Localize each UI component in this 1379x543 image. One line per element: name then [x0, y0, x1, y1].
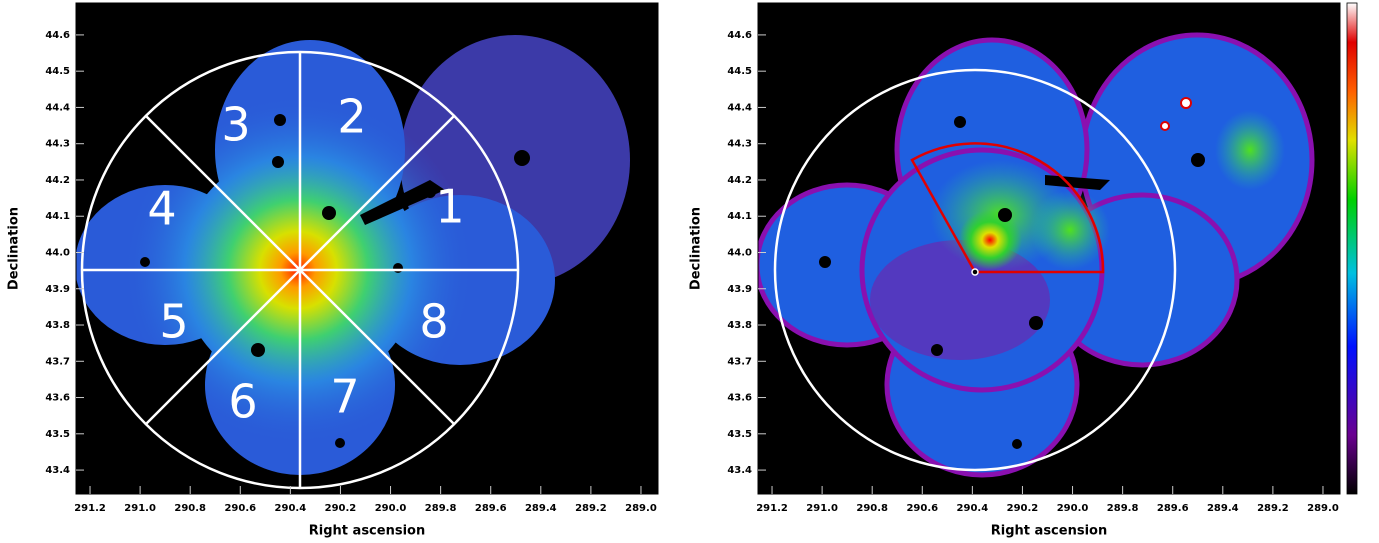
y-tick-label: 43.4	[45, 465, 70, 476]
significance-map	[758, 32, 1315, 478]
y-tick-label: 44.5	[727, 66, 752, 77]
y-tick-label: 44.6	[727, 30, 752, 41]
sector-label: 1	[435, 180, 464, 234]
center	[971, 268, 979, 276]
x-tick-label: 291.2	[756, 503, 788, 514]
y-tick-label: 43.4	[727, 465, 752, 476]
y-tick-label: 44.6	[45, 30, 70, 41]
y-tick-label: 43.9	[727, 284, 752, 295]
plot-frame	[75, 2, 659, 495]
x-tick-label: 290.2	[1007, 503, 1039, 514]
region	[870, 240, 1050, 360]
x-tick-label: 290.2	[325, 503, 357, 514]
y-tick-label: 43.6	[45, 393, 70, 404]
y-tick-label: 43.5	[727, 429, 752, 440]
sector-grid	[80, 50, 520, 490]
y-tick-label: 44.2	[727, 175, 752, 186]
region	[1030, 190, 1110, 270]
sector-label: 7	[330, 370, 359, 424]
sector-label: 2	[337, 90, 366, 144]
bright-source	[1180, 97, 1192, 109]
x-axis-label: Right ascension	[309, 524, 425, 539]
x-tick-label: 291.0	[124, 503, 156, 514]
x-tick-label: 289.2	[1257, 503, 1289, 514]
sector-label: 6	[228, 375, 257, 429]
x-tick-label: 289.0	[1307, 503, 1339, 514]
circle-region	[773, 68, 1177, 472]
x-tick-label: 290.8	[856, 503, 888, 514]
x-tick-label: 291.2	[74, 503, 106, 514]
x-tick-label: 290.4	[275, 503, 307, 514]
x-tick-label: 290.6	[906, 503, 938, 514]
y-tick-label: 44.5	[45, 66, 70, 77]
x-tick-label: 289.4	[1207, 503, 1239, 514]
sector-label: 4	[147, 182, 176, 236]
region	[1215, 110, 1285, 190]
masked-sources	[819, 116, 1205, 449]
y-tick-label: 43.5	[45, 429, 70, 440]
y-tick-label: 43.8	[727, 320, 752, 331]
x-tick-label: 290.0	[1057, 503, 1089, 514]
y-tick-label: 44.4	[727, 102, 752, 113]
y-tick-label: 44.2	[45, 175, 70, 186]
y-tick-label: 44.0	[45, 247, 70, 258]
y-tick-label: 43.7	[727, 356, 752, 367]
x-tick-label: 290.0	[375, 503, 407, 514]
sector-label: 3	[221, 98, 250, 152]
x-tick-label: 289.2	[575, 503, 607, 514]
x-tick-label: 289.6	[475, 503, 507, 514]
y-tick-label: 44.1	[727, 211, 752, 222]
sector-label: 5	[159, 295, 188, 349]
y-tick-label: 43.9	[45, 284, 70, 295]
y-tick-label: 44.3	[727, 139, 752, 150]
x-tick-label: 289.8	[425, 503, 457, 514]
y-tick-label: 43.6	[727, 393, 752, 404]
y-axis-label: Declination	[689, 207, 704, 290]
x-tick-label: 291.0	[806, 503, 838, 514]
y-tick-label: 43.7	[45, 356, 70, 367]
x-tick-label: 289.6	[1157, 503, 1189, 514]
x-tick-label: 290.4	[957, 503, 989, 514]
y-tick-label: 44.4	[45, 102, 70, 113]
plot-frame	[757, 2, 1341, 495]
y-tick-label: 43.8	[45, 320, 70, 331]
x-tick-label: 289.4	[525, 503, 557, 514]
y-tick-label: 44.1	[45, 211, 70, 222]
x-tick-label: 290.6	[224, 503, 256, 514]
peak	[958, 210, 1022, 270]
sector-region	[910, 142, 1105, 274]
y-tick-label: 44.0	[727, 247, 752, 258]
x-tick-label: 289.8	[1107, 503, 1139, 514]
x-axis-label: Right ascension	[991, 524, 1107, 539]
sector-label: 8	[419, 295, 448, 349]
y-axis-label: Declination	[7, 207, 22, 290]
colorbar	[1346, 2, 1358, 495]
x-tick-label: 290.8	[174, 503, 206, 514]
y-tick-label: 44.3	[45, 139, 70, 150]
bright-source	[1160, 121, 1170, 131]
x-tick-label: 289.0	[625, 503, 657, 514]
